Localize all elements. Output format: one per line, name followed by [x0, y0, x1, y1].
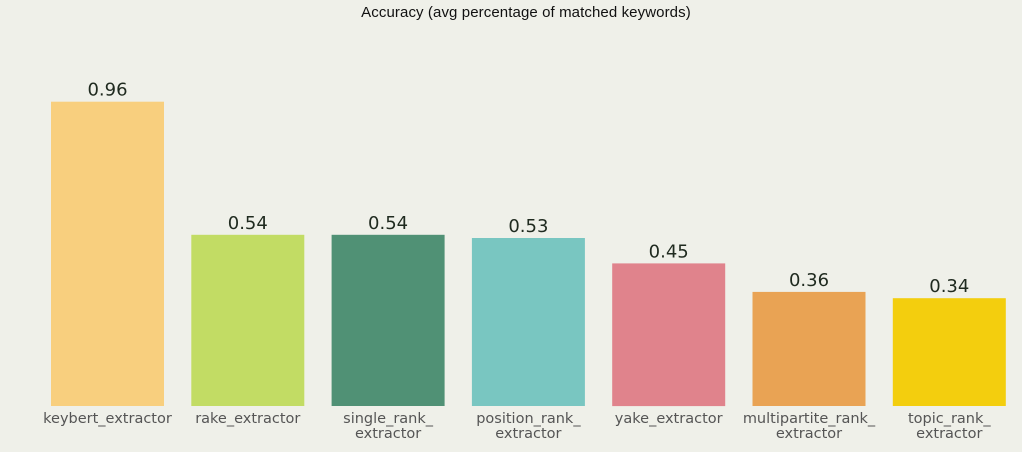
value-label: 0.54	[368, 213, 408, 234]
category-label: keybert_extractor	[43, 411, 172, 427]
bars-layer	[51, 101, 1006, 407]
category-label: rake_extractor	[195, 411, 300, 427]
bar-keybert_extractor	[51, 101, 164, 406]
value-label: 0.34	[929, 276, 969, 297]
value-label: 0.53	[508, 216, 548, 237]
bar-rake_extractor	[191, 234, 305, 406]
value-label: 0.36	[789, 270, 829, 291]
category-labels-layer: keybert_extractor rake_extractor single_ra…	[43, 411, 991, 442]
chart-title: Accuracy (avg percentage of matched keyw…	[361, 4, 691, 21]
bar-single_rank_extractor	[331, 234, 445, 406]
category-label: topic_rank_	[908, 411, 991, 427]
value-label: 0.54	[228, 213, 268, 234]
category-label: yake_extractor	[615, 411, 723, 427]
value-label: 0.96	[87, 80, 127, 101]
bar-position_rank_extractor	[471, 238, 585, 406]
bar-topic_rank_extractor	[892, 298, 1006, 406]
category-label: extractor	[916, 426, 982, 442]
category-label: extractor	[495, 426, 561, 442]
category-label: extractor	[776, 426, 842, 442]
bar-multipartite_rank_extractor	[752, 291, 866, 406]
value-labels-layer: 0.96 0.54 0.54 0.53 0.45 0.36 0.34	[87, 80, 969, 298]
category-label: position_rank_	[476, 411, 581, 427]
category-label: multipartite_rank_	[743, 411, 876, 427]
category-label: extractor	[355, 426, 421, 442]
category-label: single_rank_	[343, 411, 434, 427]
bar-yake_extractor	[612, 263, 726, 407]
value-label: 0.45	[649, 241, 689, 262]
